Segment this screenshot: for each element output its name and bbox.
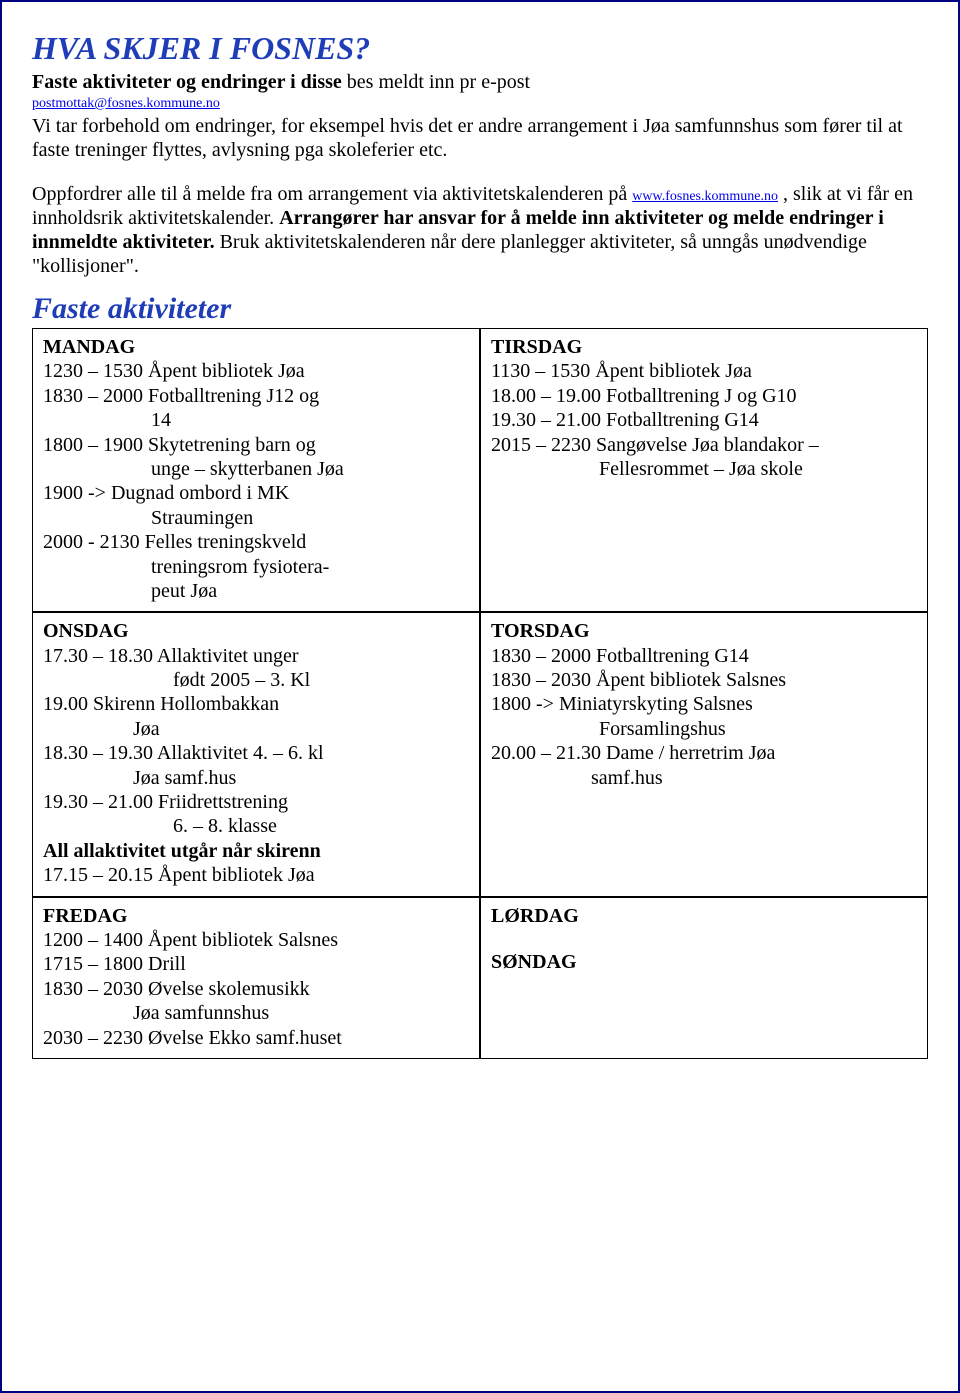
schedule-grid: MANDAG 1230 – 1530 Åpent bibliotek Jøa 1… — [32, 328, 928, 1059]
page-frame: HVA SKJER I FOSNES? Faste aktiviteter og… — [0, 0, 960, 1393]
mandag-l2b: 14 — [43, 408, 469, 432]
site-link[interactable]: www.fosnes.kommune.no — [632, 189, 778, 204]
day-mandag: MANDAG — [43, 335, 469, 359]
onsdag-l2b: Jøa — [43, 717, 469, 741]
torsdag-l3b: Forsamlingshus — [491, 717, 917, 741]
mandag-l3: 1800 – 1900 Skytetrening barn og — [43, 433, 469, 457]
onsdag-l2: 19.00 Skirenn Hollombakkan — [43, 692, 469, 716]
day-sondag: SØNDAG — [491, 950, 917, 974]
mandag-l5: 2000 - 2130 Felles treningskveld — [43, 530, 469, 554]
email-link[interactable]: postmottak@fosnes.kommune.no — [32, 96, 220, 111]
day-onsdag: ONSDAG — [43, 619, 469, 643]
paragraph-1: Vi tar forbehold om endringer, for eksem… — [32, 114, 928, 162]
torsdag-l1: 1830 – 2000 Fotballtrening G14 — [491, 644, 917, 668]
tirsdag-l4: 2015 – 2230 Sangøvelse Jøa blandakor – — [491, 433, 917, 457]
mandag-l4: 1900 -> Dugnad ombord i MK — [43, 481, 469, 505]
mandag-l2: 1830 – 2000 Fotballtrening J12 og — [43, 384, 469, 408]
onsdag-l6: 17.15 – 20.15 Åpent bibliotek Jøa — [43, 863, 469, 887]
mandag-l3b: unge – skytterbanen Jøa — [43, 457, 469, 481]
day-lordag: LØRDAG — [491, 904, 917, 928]
onsdag-l5bold: All allaktivitet utgår når skirenn — [43, 839, 469, 863]
cell-tirsdag: TIRSDAG 1130 – 1530 Åpent bibliotek Jøa … — [480, 328, 928, 612]
onsdag-l3: 18.30 – 19.30 Allaktivitet 4. – 6. kl — [43, 741, 469, 765]
fredag-l4: 2030 – 2230 Øvelse Ekko samf.huset — [43, 1026, 469, 1050]
onsdag-l1b: født 2005 – 3. Kl — [43, 668, 469, 692]
page-title: HVA SKJER I FOSNES? — [32, 30, 928, 67]
cell-mandag: MANDAG 1230 – 1530 Åpent bibliotek Jøa 1… — [32, 328, 480, 612]
onsdag-l1: 17.30 – 18.30 Allaktivitet unger — [43, 644, 469, 668]
fredag-l3b: Jøa samfunnshus — [43, 1001, 469, 1025]
torsdag-l4b: samf.hus — [491, 766, 917, 790]
torsdag-l3: 1800 -> Miniatyrskyting Salsnes — [491, 692, 917, 716]
day-torsdag: TORSDAG — [491, 619, 917, 643]
fredag-l2: 1715 – 1800 Drill — [43, 952, 469, 976]
onsdag-l4: 19.30 – 21.00 Friidrettstrening — [43, 790, 469, 814]
torsdag-l4: 20.00 – 21.30 Dame / herretrim Jøa — [491, 741, 917, 765]
tirsdag-l2: 18.00 – 19.00 Fotballtrening J og G10 — [491, 384, 917, 408]
cell-weekend: LØRDAG SØNDAG — [480, 897, 928, 1059]
day-fredag: FREDAG — [43, 904, 469, 928]
intro-rest: bes meldt inn pr e-post — [342, 71, 530, 93]
cell-onsdag: ONSDAG 17.30 – 18.30 Allaktivitet unger … — [32, 612, 480, 896]
mandag-l5c: peut Jøa — [43, 579, 469, 603]
section-subtitle: Faste aktiviteter — [32, 292, 928, 326]
cell-torsdag: TORSDAG 1830 – 2000 Fotballtrening G14 1… — [480, 612, 928, 896]
intro-bold: Faste aktiviteter og endringer i disse — [32, 71, 342, 93]
torsdag-l2: 1830 – 2030 Åpent bibliotek Salsnes — [491, 668, 917, 692]
tirsdag-l3: 19.30 – 21.00 Fotballtrening G14 — [491, 408, 917, 432]
day-tirsdag: TIRSDAG — [491, 335, 917, 359]
fredag-l3: 1830 – 2030 Øvelse skolemusikk — [43, 977, 469, 1001]
tirsdag-l4b: Fellesrommet – Jøa skole — [491, 457, 917, 481]
mandag-l5b: treningsrom fysiotera- — [43, 555, 469, 579]
spacer — [491, 928, 917, 950]
tirsdag-l1: 1130 – 1530 Åpent bibliotek Jøa — [491, 359, 917, 383]
intro-line: Faste aktiviteter og endringer i disse b… — [32, 71, 928, 94]
fredag-l1: 1200 – 1400 Åpent bibliotek Salsnes — [43, 928, 469, 952]
mandag-l4b: Straumingen — [43, 506, 469, 530]
mandag-l1: 1230 – 1530 Åpent bibliotek Jøa — [43, 359, 469, 383]
cell-fredag: FREDAG 1200 – 1400 Åpent bibliotek Salsn… — [32, 897, 480, 1059]
para2-pre: Oppfordrer alle til å melde fra om arran… — [32, 183, 632, 205]
onsdag-l4b: 6. – 8. klasse — [43, 814, 469, 838]
onsdag-l3b: Jøa samf.hus — [43, 766, 469, 790]
paragraph-2: Oppfordrer alle til å melde fra om arran… — [32, 182, 928, 278]
